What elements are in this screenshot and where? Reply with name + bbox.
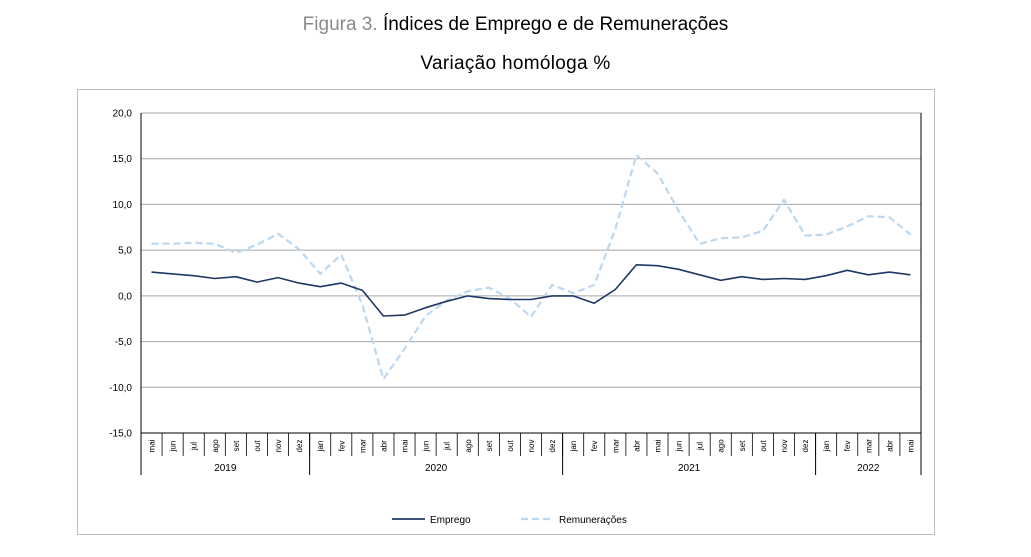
x-tick-label: fev: [843, 441, 852, 452]
year-label: 2019: [214, 463, 237, 474]
x-tick-label: jul: [443, 442, 452, 451]
x-tick-label: nov: [780, 440, 789, 453]
x-tick-label: dez: [548, 440, 557, 453]
x-tick-label: ago: [211, 439, 220, 453]
x-tick-label: jan: [569, 441, 578, 453]
x-tick-label: mar: [611, 439, 620, 453]
x-tick-label: mai: [653, 439, 662, 452]
y-tick-label: -5,0: [115, 337, 133, 348]
x-tick-label: set: [738, 440, 747, 451]
figure-subtitle: Variação homóloga %: [420, 53, 611, 74]
x-tick-label: ago: [464, 439, 473, 453]
series-lines: [151, 154, 912, 381]
legend: Emprego Remunerações: [392, 515, 627, 526]
y-tick-label: 10,0: [113, 200, 133, 211]
year-label: 2022: [857, 463, 880, 474]
x-tick-label: mai: [148, 439, 157, 452]
x-tick-label: jan: [822, 441, 831, 453]
x-tick-label: jun: [675, 441, 684, 453]
x-tick-label: nov: [527, 440, 536, 453]
chart-frame: [77, 89, 935, 535]
x-tick-label: out: [253, 440, 262, 452]
x-tick-label: out: [759, 440, 768, 452]
y-tick-label: 5,0: [118, 246, 132, 257]
y-tick-label: -10,0: [109, 383, 132, 394]
x-tick-label: jun: [169, 441, 178, 453]
x-tick-label: abr: [885, 440, 894, 452]
x-tick-label: mar: [358, 439, 367, 453]
grid-lines: [141, 112, 921, 434]
figure-number: Figura 3.: [302, 14, 378, 35]
axes: 20,0 15,0 10,0 5,0 0,0 -5,0 -10,0 -15,0 mai jun ju…: [109, 109, 922, 475]
x-tick-label: set: [485, 440, 494, 451]
series-line-emprego: [151, 263, 911, 317]
x-tick-label: fev: [590, 441, 599, 452]
legend-label: Emprego: [430, 515, 471, 526]
x-tick-label: mar: [864, 439, 873, 453]
figure-title: Figura 3. Índices de Emprego e de Remune…: [0, 14, 1031, 36]
x-tick-label: jun: [422, 441, 431, 453]
x-tick-label: abr: [632, 440, 641, 452]
x-tick-label: abr: [379, 440, 388, 452]
x-tick-label: ago: [717, 439, 726, 453]
x-tick-label: jul: [190, 442, 199, 451]
y-tick-label: -15,0: [109, 429, 132, 440]
x-tick-label: out: [506, 440, 515, 452]
year-label: 2021: [678, 463, 701, 474]
figure-title-text: Índices de Emprego e de Remunerações: [382, 14, 729, 35]
y-tick-label: 15,0: [113, 154, 133, 165]
legend-label: Remunerações: [559, 515, 627, 526]
x-tick-label: mai: [401, 439, 410, 452]
x-tick-label: nov: [274, 440, 283, 453]
y-tick-label: 20,0: [113, 109, 133, 120]
year-label: 2020: [425, 463, 448, 474]
x-tick-label: dez: [295, 440, 304, 453]
x-tick-label: dez: [801, 440, 810, 453]
y-tick-label: 0,0: [118, 291, 132, 302]
x-tick-label: fev: [337, 441, 346, 452]
x-tick-label: jul: [696, 442, 705, 451]
series-line-remunerações: [151, 154, 912, 381]
x-tick-label: jan: [316, 441, 325, 453]
x-tick-label: set: [232, 440, 241, 451]
x-tick-label: mai: [906, 439, 915, 452]
